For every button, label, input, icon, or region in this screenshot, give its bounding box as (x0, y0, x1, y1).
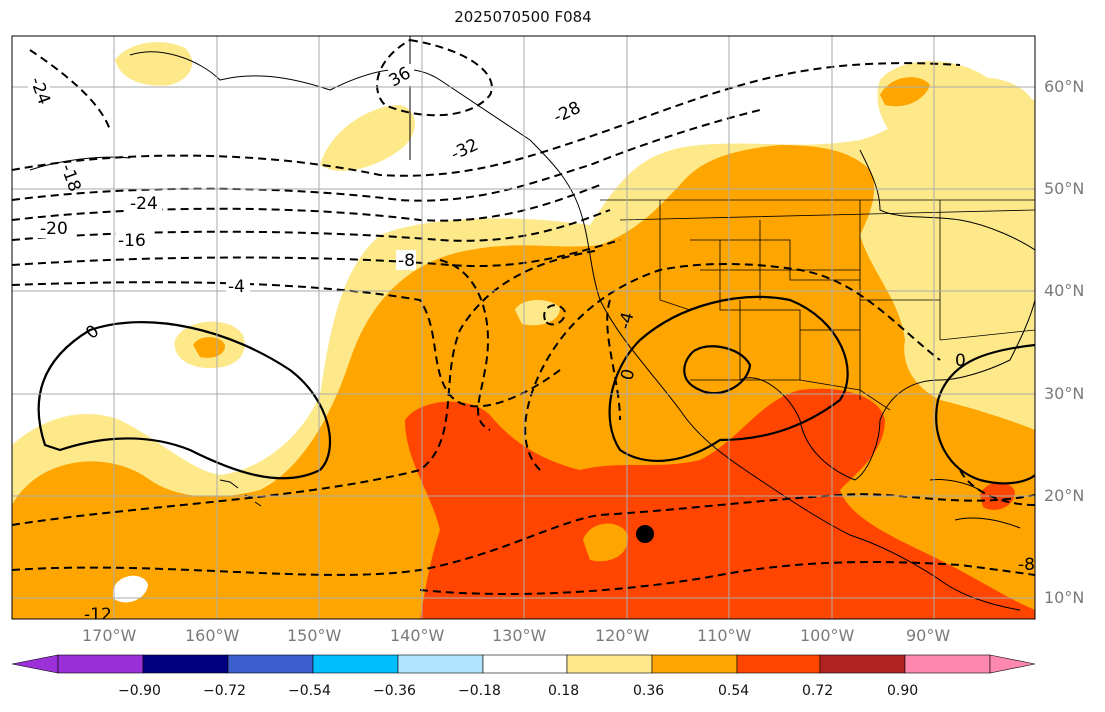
lon-tick-label: 100°W (800, 626, 855, 645)
colorbar-swatch (819, 654, 906, 674)
colorbar-tick-label: −0.36 (373, 683, 416, 699)
zero-contours (37, 295, 1035, 485)
lat-tick-label: 40°N (1044, 281, 1085, 300)
contour-label: 0 (617, 367, 639, 383)
fill-yellow-north-pacific (320, 105, 415, 171)
colorbar-swatch (566, 654, 653, 674)
lat-tick-label: 10°N (1044, 588, 1085, 607)
contour-label: -4 (228, 277, 245, 297)
map-title: 2025070500 F084 (454, 8, 592, 26)
contour-label: -24 (130, 194, 158, 214)
fill-yellow-bering (115, 42, 193, 86)
graticule (12, 36, 1035, 619)
borders (600, 199, 1035, 411)
colorbar (11, 654, 1036, 674)
lon-tick-label: 110°W (697, 626, 752, 645)
contour-label: 0 (955, 351, 966, 371)
map-area: -24 -18 36 -32 -28 -24 -20 -16 -8 -4 0 -… (12, 36, 1035, 625)
colorbar-extend-min (11, 654, 59, 674)
lon-tick-label: 160°W (185, 626, 240, 645)
colorbar-swatch (227, 654, 314, 674)
colorbar-tick-label: −0.18 (458, 683, 501, 699)
lat-tick-label: 20°N (1044, 486, 1085, 505)
colorbar-tick-label: 0.72 (802, 683, 834, 699)
colorbar-swatch (57, 654, 144, 674)
contour-label: -12 (84, 605, 112, 625)
colorbar-swatch (142, 654, 229, 674)
fill-white-hole (113, 575, 148, 603)
contour-label: -16 (118, 231, 146, 251)
contour-label: -8 (1018, 555, 1035, 575)
colorbar-swatch (651, 654, 738, 674)
colorbar-extend-max (989, 654, 1036, 674)
lon-tick-label: 90°W (906, 626, 951, 645)
lat-tick-label: 60°N (1044, 77, 1085, 96)
fill-orange-canada (880, 77, 930, 107)
contour-label: -20 (40, 219, 68, 239)
lon-tick-label: 140°W (390, 626, 445, 645)
fill-orange-holes (583, 523, 629, 562)
colorbar-tick-label: 0.36 (633, 683, 665, 699)
colorbar-tick-label: 0.54 (718, 683, 750, 699)
lon-tick-label: 120°W (595, 626, 650, 645)
contour-label: -8 (398, 251, 415, 271)
colorbar-swatch (904, 654, 991, 674)
colorbar-swatch (482, 654, 568, 674)
lon-tick-label: 130°W (492, 626, 547, 645)
colorbar-swatch (397, 654, 484, 674)
map-frame (11, 35, 1036, 620)
colorbar-tick-label: −0.90 (118, 683, 161, 699)
contour-label: -4 (615, 310, 639, 332)
lat-tick-label: 30°N (1044, 384, 1085, 403)
colorbar-tick-label: −0.72 (203, 683, 246, 699)
colorbar-tick-label: 0.90 (887, 683, 919, 699)
location-marker (636, 525, 654, 543)
lat-tick-label: 50°N (1044, 179, 1085, 198)
colorbar-swatch (736, 654, 821, 674)
colorbar-swatch (312, 654, 399, 674)
colorbar-tick-label: 0.18 (548, 683, 580, 699)
lon-tick-label: 150°W (287, 626, 342, 645)
lon-tick-label: 170°W (82, 626, 137, 645)
colorbar-tick-label: −0.54 (288, 683, 331, 699)
